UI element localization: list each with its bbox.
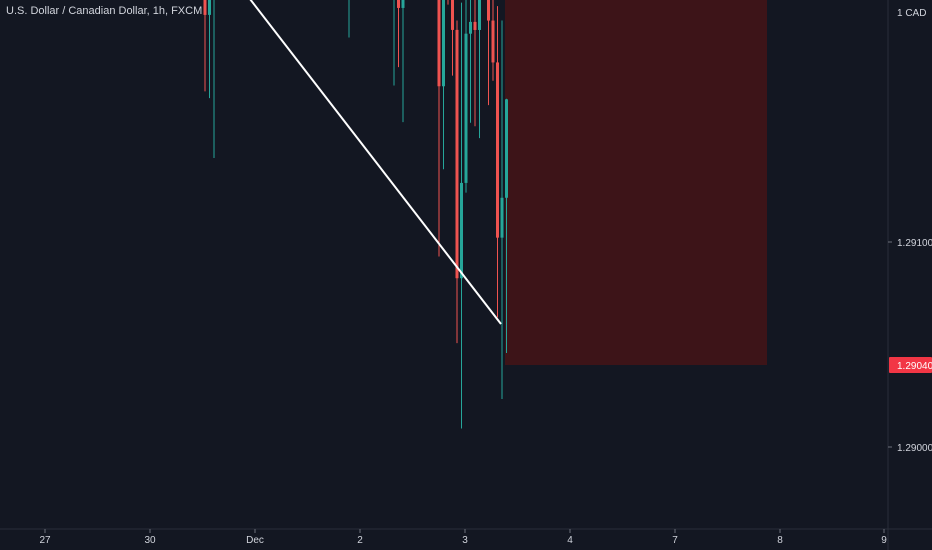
candle-body — [491, 20, 495, 63]
x-tick-label: 3 — [462, 535, 468, 546]
x-tick-label: 30 — [144, 535, 156, 546]
candle-body — [451, 0, 454, 30]
candle-body — [401, 0, 405, 8]
x-tick-label: 7 — [672, 535, 678, 546]
candle-body — [500, 197, 504, 238]
candle-body — [460, 182, 463, 279]
loss-zone — [505, 0, 767, 365]
candle-body — [203, 0, 207, 15]
price-badge-label: 1.29040 — [897, 361, 932, 372]
candle-body — [496, 62, 499, 238]
candle-body — [397, 0, 400, 8]
candle-body — [442, 0, 445, 87]
candle-body — [437, 0, 441, 87]
candle-body — [478, 0, 481, 30]
candle-body — [469, 21, 472, 34]
y-tick-label: 1.29100 — [897, 238, 932, 249]
candle-body — [487, 0, 490, 21]
chart-title: U.S. Dollar / Canadian Dollar, 1h, FXCM — [6, 5, 203, 17]
x-tick-label: 9 — [881, 535, 887, 546]
x-tick-label: Dec — [246, 535, 264, 546]
price-badge — [889, 357, 932, 373]
x-tick-label: 4 — [567, 535, 573, 546]
x-tick-label: 27 — [39, 535, 51, 546]
wedge-lower-trendline — [249, 0, 502, 325]
candle-body — [505, 99, 508, 198]
x-tick-label: 8 — [777, 535, 783, 546]
y-tick-label: 1.29000 — [897, 443, 932, 454]
candle-body — [455, 29, 459, 279]
x-tick-label: 2 — [357, 535, 363, 546]
candle-body — [464, 33, 468, 183]
candle-body — [208, 0, 211, 15]
currency-label: 1 CAD — [897, 8, 926, 19]
candle-body — [473, 21, 477, 30]
